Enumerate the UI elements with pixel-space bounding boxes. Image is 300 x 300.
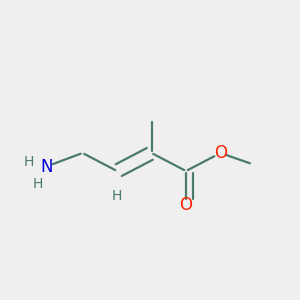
Text: O: O: [179, 196, 193, 214]
Text: H: H: [112, 190, 122, 203]
Text: N: N: [40, 158, 53, 175]
Text: H: H: [32, 178, 43, 191]
Text: O: O: [214, 144, 227, 162]
Text: H: H: [23, 155, 34, 169]
